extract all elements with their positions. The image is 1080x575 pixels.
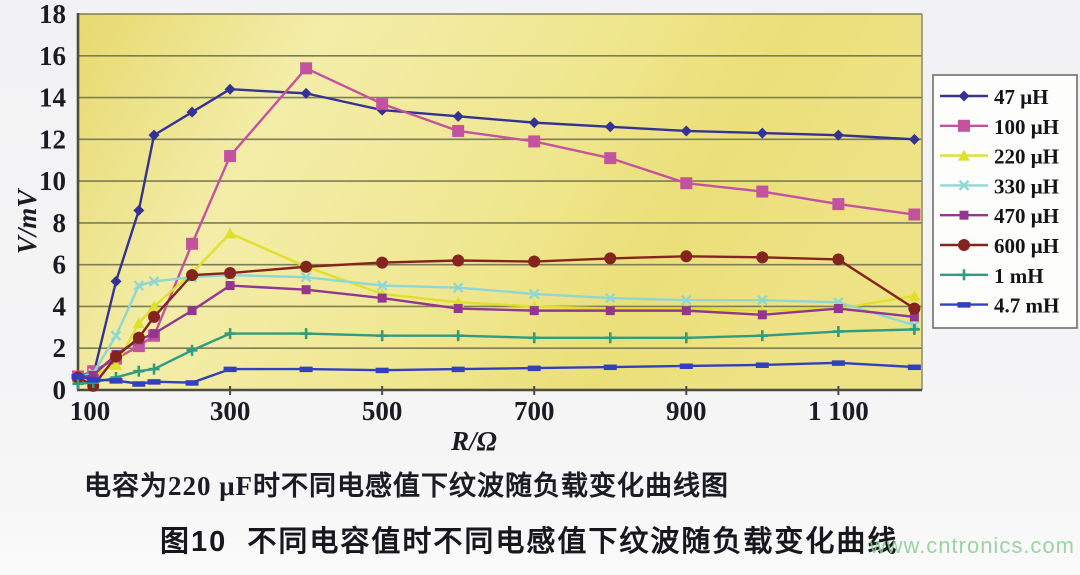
svg-text:12: 12 [39, 124, 66, 154]
svg-text:330 μH: 330 μH [994, 174, 1059, 198]
svg-text:18: 18 [39, 0, 66, 29]
watermark-text: www.cntronics.com [869, 533, 1075, 558]
legend-item-220-μH: 220 μH [940, 145, 1059, 169]
legend-item-100-μH: 100 μH [940, 115, 1059, 139]
y-axis-title: V/mV [12, 188, 42, 255]
plot-area [78, 14, 922, 390]
y-tick-labels: 0 2 4 6 8 10 12 14 16 18 [39, 0, 66, 405]
gridlines [78, 13, 923, 390]
legend: 47 μH 100 μH 220 μH 330 μH 470 μH 600 μH 1 mH 4… [932, 74, 1078, 329]
svg-text:4: 4 [53, 291, 67, 321]
svg-text:700: 700 [514, 396, 555, 426]
svg-text:2: 2 [53, 333, 67, 363]
svg-text:100 μH: 100 μH [994, 115, 1059, 139]
series-600-μH [72, 250, 921, 392]
legend-item-330-μH: 330 μH [940, 174, 1059, 198]
svg-text:300: 300 [210, 396, 251, 426]
x-tick-labels: 100 300 500 700 900 1 100 [70, 396, 869, 426]
chart-canvas: 100 300 500 700 900 1 100 0 2 4 6 8 10 12 14 16 18 V/mV R… [12, 0, 1078, 456]
svg-text:220 μH: 220 μH [994, 145, 1059, 169]
svg-text:10: 10 [39, 166, 66, 196]
legend-item-470-μH: 470 μH [940, 204, 1059, 228]
chart-caption: 电容为220 μF时不同电感值下纹波随负载变化曲线图 [84, 471, 730, 501]
legend-item-4.7-mH: 4.7 mH [940, 294, 1059, 318]
svg-text:0: 0 [53, 375, 67, 405]
svg-text:1 mH: 1 mH [994, 264, 1044, 288]
svg-text:470 μH: 470 μH [994, 204, 1059, 228]
svg-text:900: 900 [666, 396, 707, 426]
series-4.7-mH [71, 360, 921, 387]
svg-text:14: 14 [39, 83, 66, 113]
series-1-mH [72, 323, 920, 390]
legend-item-1-mH: 1 mH [940, 264, 1044, 288]
svg-text:1 100: 1 100 [808, 396, 869, 426]
figure-title: 图10 不同电容值时不同电感值下纹波随负载变化曲线 [160, 526, 899, 558]
svg-text:600 μH: 600 μH [994, 234, 1059, 258]
x-axis-title: R/Ω [450, 426, 497, 456]
svg-text:500: 500 [362, 396, 403, 426]
axes [76, 13, 922, 395]
legend-item-47-μH: 47 μH [940, 85, 1049, 109]
svg-text:8: 8 [53, 208, 67, 238]
svg-text:6: 6 [53, 250, 67, 280]
legend-item-600-μH: 600 μH [940, 234, 1059, 258]
svg-text:4.7 mH: 4.7 mH [994, 294, 1059, 318]
svg-text:16: 16 [39, 41, 66, 71]
svg-text:47 μH: 47 μH [994, 85, 1049, 109]
svg-text:100: 100 [70, 396, 111, 426]
